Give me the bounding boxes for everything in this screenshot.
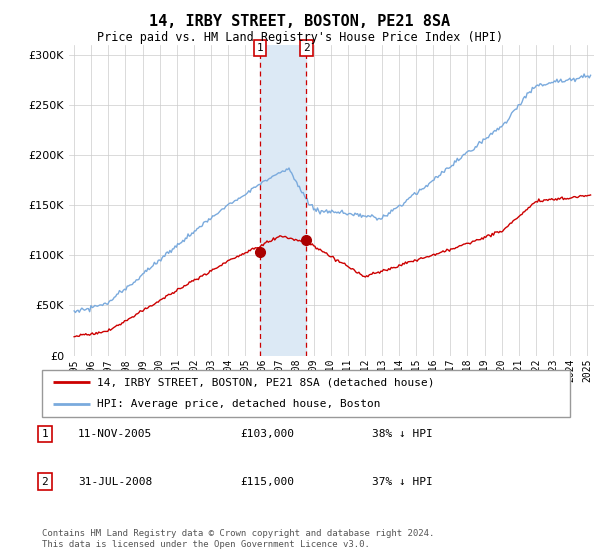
- Text: 11-NOV-2005: 11-NOV-2005: [78, 429, 152, 439]
- Text: 37% ↓ HPI: 37% ↓ HPI: [372, 477, 433, 487]
- Text: 38% ↓ HPI: 38% ↓ HPI: [372, 429, 433, 439]
- Text: Contains HM Land Registry data © Crown copyright and database right 2024.
This d: Contains HM Land Registry data © Crown c…: [42, 529, 434, 549]
- Text: 1: 1: [257, 43, 263, 53]
- Bar: [260, 45, 307, 356]
- Text: 31-JUL-2008: 31-JUL-2008: [78, 477, 152, 487]
- Text: 2: 2: [303, 43, 310, 53]
- Text: Price paid vs. HM Land Registry's House Price Index (HPI): Price paid vs. HM Land Registry's House …: [97, 31, 503, 44]
- Text: 14, IRBY STREET, BOSTON, PE21 8SA: 14, IRBY STREET, BOSTON, PE21 8SA: [149, 14, 451, 29]
- Text: 14, IRBY STREET, BOSTON, PE21 8SA (detached house): 14, IRBY STREET, BOSTON, PE21 8SA (detac…: [97, 377, 435, 388]
- Text: £115,000: £115,000: [240, 477, 294, 487]
- Text: 2: 2: [41, 477, 49, 487]
- Text: 1: 1: [41, 429, 49, 439]
- Text: HPI: Average price, detached house, Boston: HPI: Average price, detached house, Bost…: [97, 399, 381, 409]
- Text: £103,000: £103,000: [240, 429, 294, 439]
